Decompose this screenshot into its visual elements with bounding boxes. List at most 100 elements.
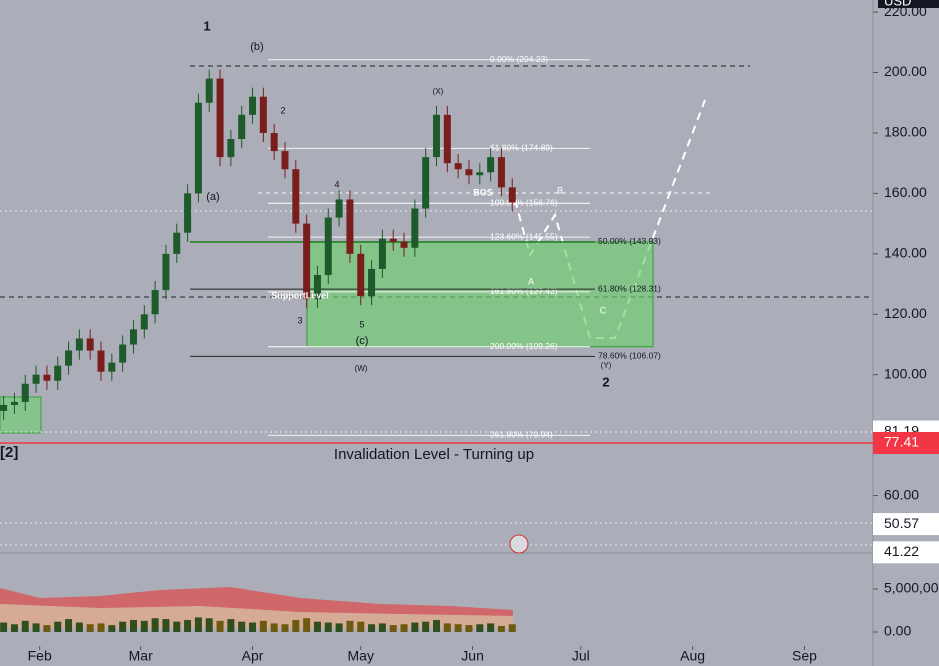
volume-bar <box>270 623 278 632</box>
price-marker-label: 41.22 <box>884 543 919 559</box>
candle-body <box>346 199 354 254</box>
x-tick-label: Aug <box>680 648 705 664</box>
volume-bar <box>368 624 376 632</box>
candle-body <box>173 232 181 254</box>
x-tick-label: Mar <box>129 648 153 664</box>
y-tick-label: 120.00 <box>884 305 927 321</box>
volume-bar <box>497 625 505 632</box>
volume-bar <box>119 621 127 632</box>
fib-label: 50.00% (143.93) <box>598 236 661 246</box>
volume-bar <box>75 622 83 632</box>
candle-body <box>411 208 419 248</box>
volume-bar <box>357 621 365 632</box>
candle-body <box>108 362 116 372</box>
candle-body <box>216 78 224 158</box>
volume-bar <box>10 624 18 632</box>
volume-bar <box>324 622 332 632</box>
candle-body <box>0 404 8 411</box>
volume-bar <box>281 624 289 632</box>
volume-bar <box>86 624 94 632</box>
candle-body <box>508 187 516 203</box>
wave-label: 2 <box>280 105 285 115</box>
wave-label: SupportLevel <box>271 290 329 300</box>
y-tick-label: 200.00 <box>884 63 927 79</box>
currency: USD <box>884 0 911 8</box>
wave-label: 5 <box>359 319 364 329</box>
wave-label: (b) <box>250 41 263 53</box>
wave-label: A <box>528 276 534 286</box>
volume-bar <box>249 622 257 632</box>
candle-body <box>465 169 473 176</box>
volume-bar <box>443 623 451 632</box>
candle-body <box>65 350 73 366</box>
price-marker-label: 50.57 <box>884 515 919 531</box>
volume-bar <box>508 624 516 632</box>
y-tick-label: 160.00 <box>884 184 927 200</box>
volume-bar <box>422 621 430 632</box>
target-zone <box>306 241 654 348</box>
wave-label: BOS <box>473 187 493 197</box>
volume-bar <box>335 623 343 632</box>
candle-body <box>10 401 18 405</box>
volume-bar <box>194 617 202 632</box>
volume-bar <box>378 623 386 632</box>
candle-body <box>238 114 246 140</box>
candle-body <box>54 365 62 381</box>
x-tick-label: May <box>348 648 374 664</box>
volume-bar <box>259 620 267 632</box>
candle-body <box>292 169 300 224</box>
candle-body <box>249 96 257 115</box>
volume-bar <box>238 621 246 632</box>
candle-body <box>162 253 170 291</box>
volume-bar <box>389 625 397 632</box>
candle-body <box>497 157 505 188</box>
candle-body <box>205 78 213 103</box>
candle-body <box>433 114 440 158</box>
candle-body <box>487 157 495 173</box>
price-marker-box <box>873 431 939 454</box>
candle-body <box>454 163 462 170</box>
x-tick-label: Sep <box>792 648 817 664</box>
volume-bar <box>292 619 300 632</box>
candle-body <box>313 274 321 300</box>
candle-body <box>75 338 83 351</box>
wave-label: C <box>600 305 607 315</box>
volume-bar <box>476 624 484 632</box>
candle-body <box>303 223 311 300</box>
volume-bar <box>65 619 73 632</box>
volume-bar <box>433 619 440 632</box>
volume-bar <box>313 621 321 632</box>
candle-body <box>281 151 289 170</box>
wave-label: (c) <box>356 335 369 347</box>
volume-bar <box>454 624 462 632</box>
candle-body <box>476 172 484 176</box>
candle-body <box>389 238 397 242</box>
volume-bar <box>303 618 311 632</box>
currency-box <box>878 0 939 8</box>
y-tick-label: 140.00 <box>884 245 927 261</box>
x-tick-label: Apr <box>242 648 264 664</box>
y-tick-label: 100.00 <box>884 365 927 381</box>
candle-body <box>140 314 148 330</box>
candle-body <box>368 268 376 297</box>
fib-label: 200.00% (109.26) <box>490 341 558 351</box>
volume-bar <box>216 620 224 632</box>
y-tick-label: 60.00 <box>884 486 919 502</box>
volume-bar <box>108 625 116 632</box>
volume-bar <box>487 623 495 632</box>
candle-body <box>97 350 105 372</box>
volume-tick-label: 5,000,00 <box>884 580 939 596</box>
candle-body <box>86 338 94 351</box>
volume-bar <box>32 623 40 632</box>
volume-bar <box>227 619 235 632</box>
volume-bar <box>173 621 181 632</box>
chart-layer: 60.00100.00120.00140.00160.00180.00200.0… <box>0 3 939 664</box>
fib-label: 161.80% (127.42) <box>490 286 558 296</box>
wave-label: 4 <box>334 179 339 189</box>
fib-label: 61.80% (174.89) <box>490 143 553 153</box>
volume-tick-label: 0.00 <box>884 623 911 639</box>
x-tick-label: Feb <box>28 648 52 664</box>
fib-label: 261.80% (79.94) <box>490 430 553 440</box>
wave-label: (W) <box>355 364 368 373</box>
